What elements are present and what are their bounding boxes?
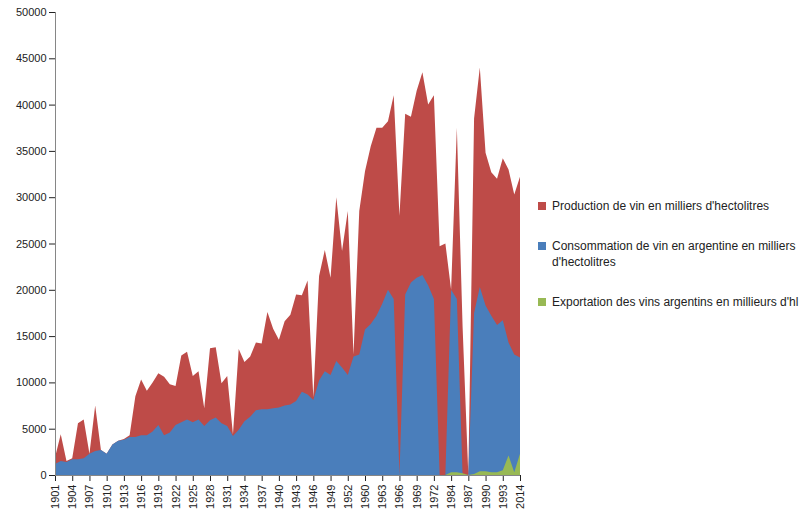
svg-text:1969: 1969 [411,485,423,509]
svg-text:1963: 1963 [376,485,388,509]
svg-text:1987: 1987 [462,485,474,509]
svg-text:1943: 1943 [290,485,302,509]
svg-text:35000: 35000 [16,145,47,157]
svg-text:1966: 1966 [393,485,405,509]
svg-text:1952: 1952 [342,485,354,509]
svg-text:1960: 1960 [359,485,371,509]
html-text:Consommation de vin en argenti: Consommation de vin en argentine en mill… [552,239,796,269]
svg-text:1907: 1907 [83,485,95,509]
svg-text:1993: 1993 [497,485,509,509]
svg-text:1928: 1928 [204,485,216,509]
svg-text:1984: 1984 [445,485,457,509]
svg-text:1940: 1940 [273,485,285,509]
svg-text:1910: 1910 [101,485,113,509]
svg-text:45000: 45000 [16,52,47,64]
svg-text:20000: 20000 [16,284,47,296]
svg-text:1990: 1990 [480,485,492,509]
html-text:Exportation des vins argentins: Exportation des vins argentins en millie… [552,295,799,309]
svg-text:1922: 1922 [170,485,182,509]
svg-text:1901: 1901 [49,485,61,509]
svg-text:50000: 50000 [16,6,47,18]
svg-text:40000: 40000 [16,99,47,111]
svg-text:1931: 1931 [221,485,233,509]
svg-text:15000: 15000 [16,330,47,342]
svg-text:0: 0 [40,469,46,481]
svg-text:5000: 5000 [22,423,46,435]
svg-text:1934: 1934 [238,485,250,509]
html-text:Production de vin en milliers: Production de vin en milliers d'hectolit… [552,199,770,213]
svg-text:25000: 25000 [16,238,47,250]
svg-text:1913: 1913 [118,485,130,509]
svg-text:1946: 1946 [307,485,319,509]
svg-text:1949: 1949 [325,485,337,509]
svg-text:1904: 1904 [66,485,78,509]
svg-text:1925: 1925 [187,485,199,509]
svg-text:1916: 1916 [135,485,147,509]
svg-text:1937: 1937 [256,485,268,509]
svg-text:1919: 1919 [152,485,164,509]
svg-text:1972: 1972 [428,485,440,509]
svg-text:2014: 2014 [514,485,526,509]
svg-text:10000: 10000 [16,376,47,388]
svg-text:30000: 30000 [16,191,47,203]
